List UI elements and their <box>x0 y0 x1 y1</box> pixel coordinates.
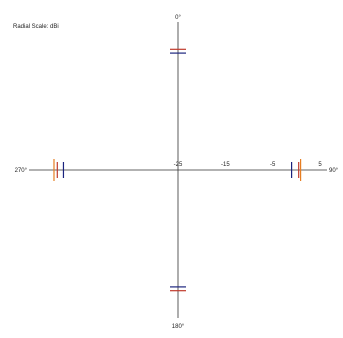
angle-label-0: 0° <box>175 15 181 21</box>
radial-tick-label: 5 <box>318 162 322 168</box>
data-marks <box>53 48 302 292</box>
angle-label-270: 270° <box>15 168 28 174</box>
radial-tick-label: -15 <box>221 162 230 168</box>
angle-label-90: 90° <box>329 168 339 174</box>
radial-tick-label: -25 <box>174 162 183 168</box>
radial-tick-labels: -25 -15 -5 5 <box>174 162 323 168</box>
radial-scale-label: Radial Scale: dBi <box>13 24 59 30</box>
angle-label-180: 180° <box>172 324 185 330</box>
radial-tick-label: -5 <box>270 162 276 168</box>
